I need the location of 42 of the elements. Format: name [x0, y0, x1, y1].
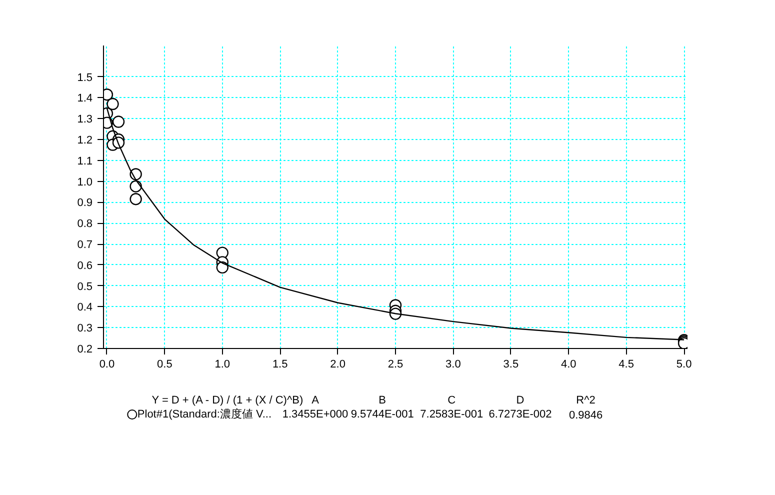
y-tick-label: 0.7: [77, 239, 93, 252]
y-tick-label: 1.2: [77, 134, 93, 147]
x-tick-label: 4.5: [618, 358, 634, 370]
x-tick-label: 0.0: [99, 358, 115, 370]
x-tick-label: 0.5: [157, 358, 172, 370]
text: C: [448, 394, 456, 406]
y-tick-label: 1.0: [77, 176, 93, 188]
y-tick-label: 0.9: [77, 197, 93, 210]
x-tick-label: 2.5: [388, 358, 404, 370]
y-tick-label: 0.8: [77, 218, 93, 230]
x-tick-label: 1.0: [214, 358, 230, 370]
text: Y = D + (A - D) / (1 + (X / C)^B): [152, 394, 304, 406]
x-tick-label: 1.5: [272, 358, 288, 370]
text: 1.3455E+000: [282, 408, 348, 420]
text: 7.2583E-001: [420, 408, 484, 420]
y-tick-label: 0.6: [77, 260, 93, 272]
point: [130, 180, 142, 192]
y-tick-label: 0.4: [77, 302, 93, 314]
point: [112, 116, 125, 128]
x-tick-label: 3.0: [446, 358, 461, 370]
point: [130, 193, 142, 206]
y-tick-label: 0.3: [77, 322, 93, 335]
text: B: [378, 394, 386, 406]
y-tick-label: 1.1: [77, 155, 93, 168]
y-tick-label: 1.4: [77, 92, 93, 105]
x-tick-label: 5.0: [676, 358, 692, 370]
text: D: [516, 394, 524, 406]
x-tick-label: 2.0: [330, 358, 346, 370]
x-tick-label: 3.5: [503, 358, 519, 370]
text: A: [312, 394, 320, 406]
y-tick-label: 0.2: [77, 344, 93, 356]
x-tick-label: 4.0: [560, 358, 576, 370]
text: 6.7273E-002: [488, 408, 552, 420]
text: R^2: [576, 394, 596, 406]
legend-label: Plot#1(Standard:濃度値 V...: [137, 408, 272, 420]
point: [106, 98, 119, 110]
y-tick-label: 0.5: [77, 280, 93, 293]
text: 0.9846: [568, 410, 603, 422]
y-tick-label: 1.5: [77, 72, 93, 84]
y-tick-label: 1.3: [77, 114, 93, 126]
text: 9.5744E-001: [350, 408, 414, 420]
point: [216, 261, 228, 274]
